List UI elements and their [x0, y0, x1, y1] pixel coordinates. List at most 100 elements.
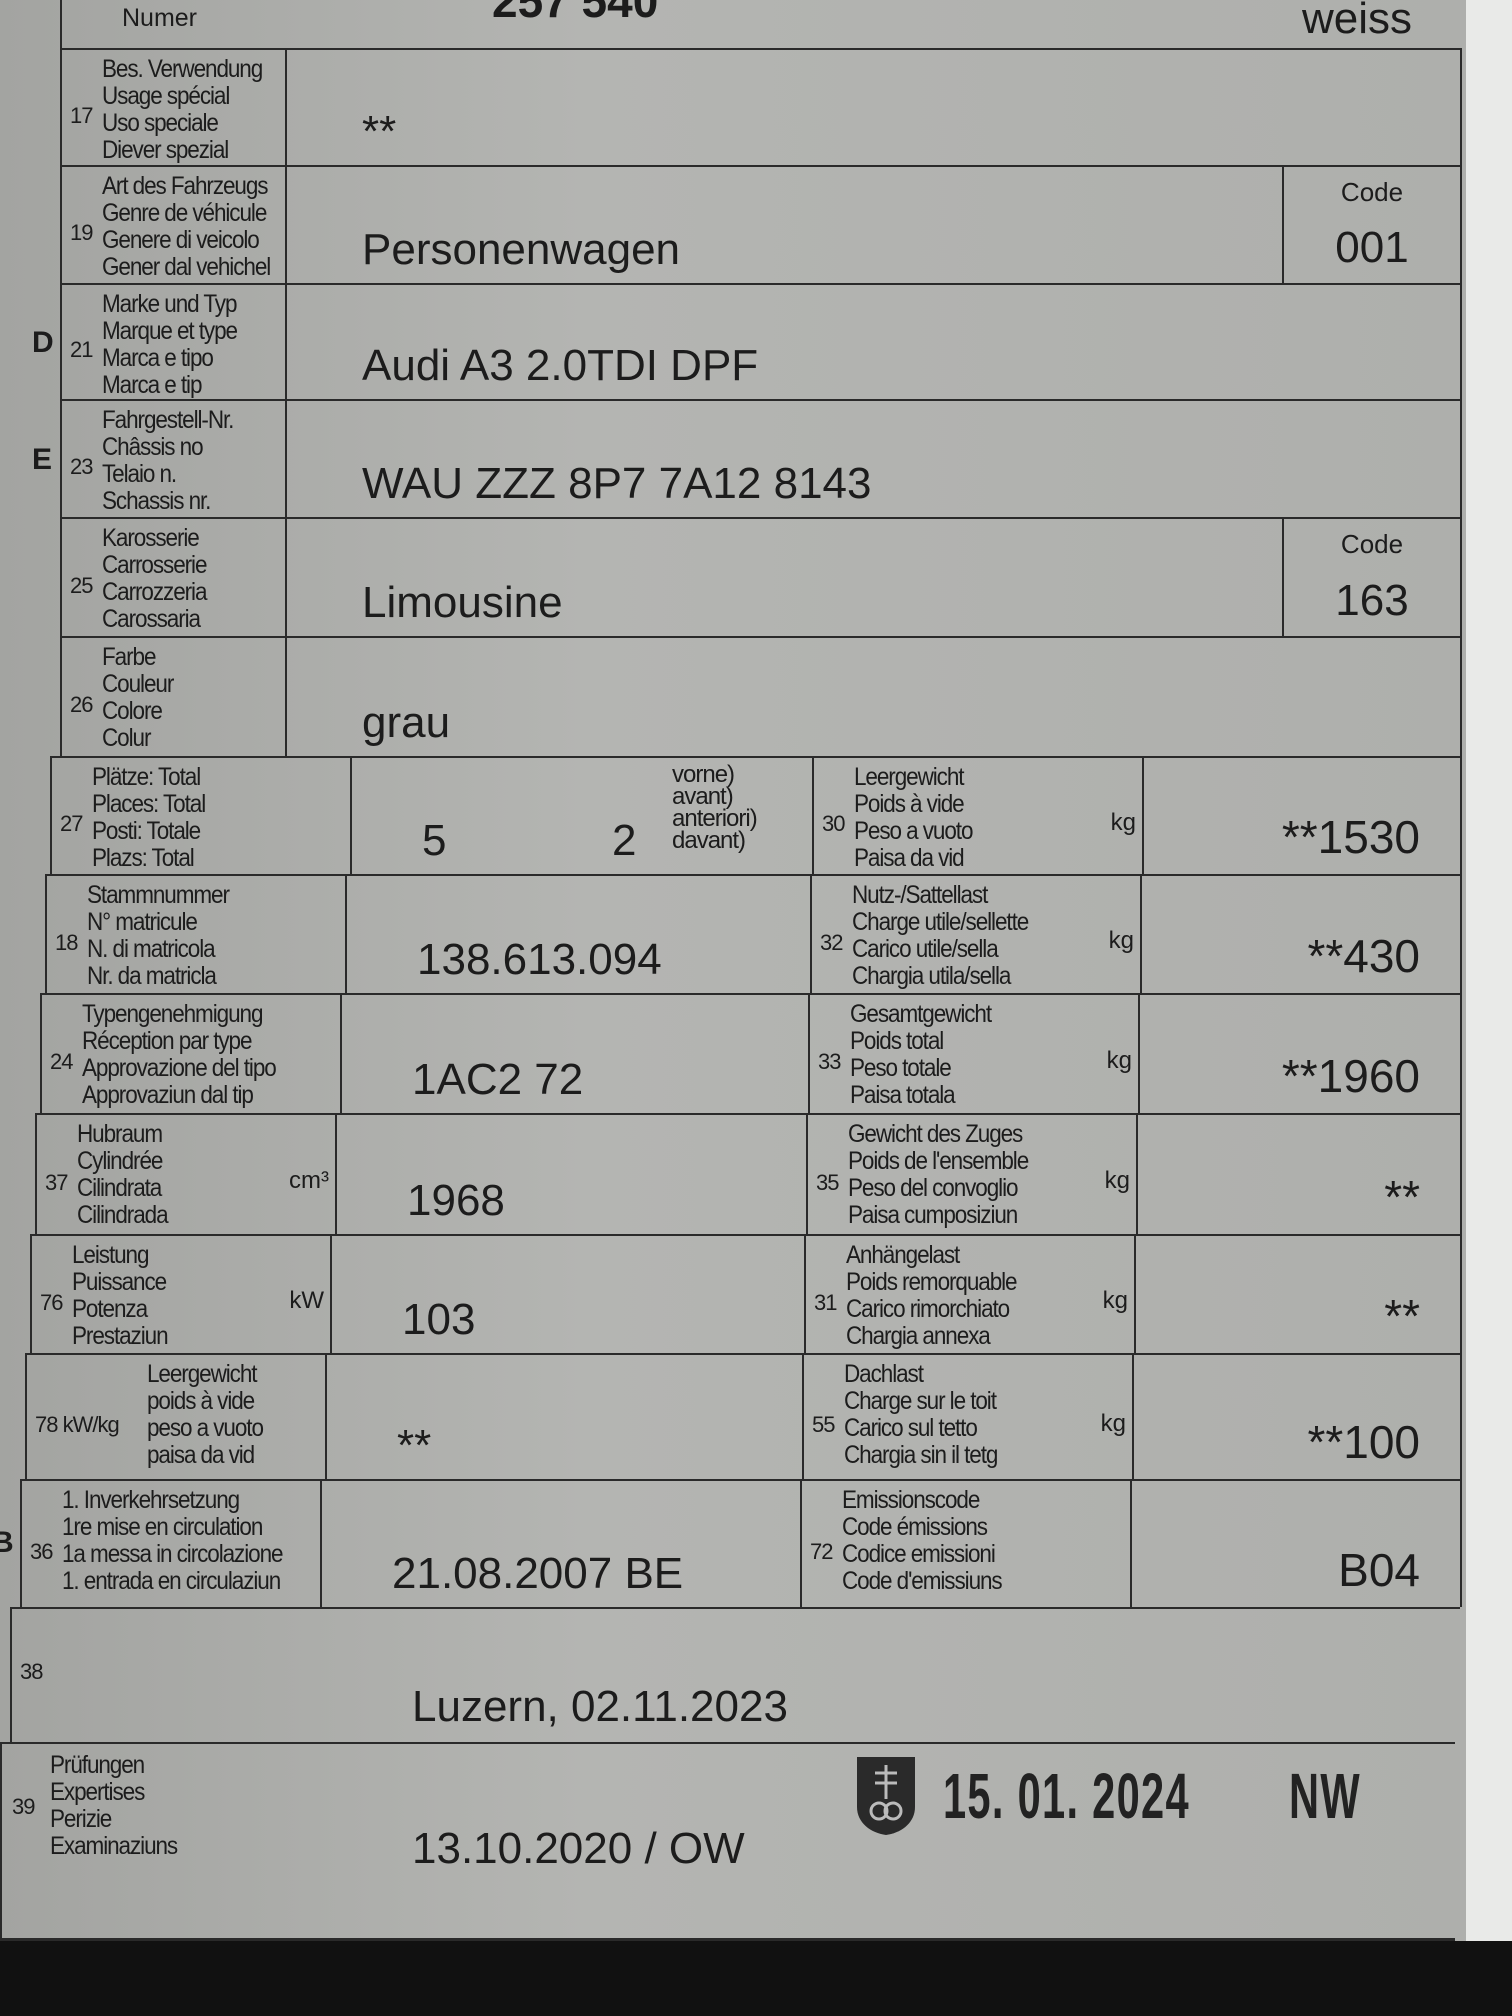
- label-line: anteriori): [672, 805, 758, 832]
- field-labels: Anhängelast Poids remorquable Carico rimor…: [846, 1241, 1018, 1350]
- field-labels: Gewicht des Zuges Poids de l'ensemble Peso…: [848, 1120, 1029, 1229]
- label-line: Code d'emissiuns: [842, 1567, 1003, 1595]
- left-field-label: 27 Plätze: Total Places: Total Posti: Total…: [52, 758, 352, 874]
- label-line: Couleur: [102, 670, 174, 698]
- field-labels: Emissionscode Code émissions Codice emissi…: [842, 1486, 1003, 1595]
- label-line: 1a messa in circolazione: [62, 1540, 284, 1568]
- label-line: poids à vide: [147, 1387, 255, 1415]
- label-line: Anhängelast: [846, 1241, 960, 1269]
- field-labels: Karosserie Carrosserie Carrozzeria Carossar…: [102, 524, 207, 633]
- label-line: Diever spezial: [102, 136, 229, 164]
- label-line: Marca e tip: [102, 371, 203, 399]
- field-number: 18: [55, 929, 79, 955]
- field-number: 76: [40, 1289, 64, 1315]
- field-labels: Plätze: Total Places: Total Posti: Totale P…: [92, 764, 206, 872]
- label-line: Typengenehmigung: [82, 1000, 263, 1028]
- label-line: 1. entrada en circulaziun: [62, 1567, 281, 1595]
- label-line: Uso speciale: [102, 109, 219, 137]
- label-line: Poids total: [850, 1027, 944, 1055]
- field-number: 35: [816, 1169, 840, 1195]
- field-number: 32: [820, 929, 844, 955]
- label-line: Stammnummer: [87, 881, 230, 909]
- left-field-value: 103: [402, 1295, 476, 1344]
- field-label: 26 Farbe Couleur Colore Colur: [62, 638, 287, 756]
- unit-label: kg: [1106, 1046, 1132, 1074]
- field-number: 55: [812, 1412, 836, 1438]
- right-field-value: **430: [1307, 930, 1420, 982]
- field-row-26: 26 Farbe Couleur Colore Colur grau: [60, 636, 1462, 756]
- label-line: Carico rimorchiato: [846, 1295, 1010, 1323]
- field-number: 27: [60, 811, 84, 837]
- label-line: Cylindrée: [77, 1147, 163, 1175]
- label-line: Expertises: [50, 1778, 145, 1806]
- issue-place-date: Luzern, 02.11.2023: [412, 1682, 788, 1731]
- label-line: Fahrgestell-Nr.: [102, 406, 234, 434]
- unit-label: kg: [1100, 1409, 1126, 1437]
- label-line: Gesamtgewicht: [850, 1000, 992, 1028]
- field-label: 19 Art des Fahrzeugs Genre de véhicule Gene…: [62, 167, 287, 283]
- field-row-38: 38 Luzern, 02.11.2023: [10, 1607, 1460, 1742]
- side-marker: B: [0, 1526, 14, 1560]
- label-line: Usage spécial: [102, 82, 230, 110]
- label-line: 1. Inverkehrsetzung: [62, 1486, 240, 1514]
- right-half: 72 Emissionscode Code émissions Codice emis…: [800, 1481, 1460, 1607]
- field-value: Limousine: [362, 578, 563, 627]
- right-field-label: 30 Leergewicht Poids à vide Peso a vuoto Pai…: [814, 758, 1144, 874]
- label-line: Leergewicht: [147, 1360, 258, 1388]
- label-line: Gewicht des Zuges: [848, 1120, 1023, 1148]
- field-labels: Fahrgestell-Nr. Châssis no Telaio n. Schass…: [102, 406, 234, 515]
- label-line: Places: Total: [92, 790, 206, 818]
- label-line: Potenza: [72, 1295, 148, 1323]
- right-half: 32 Nutz-/Sattellast Charge utile/sellette C…: [810, 876, 1460, 993]
- split-row-18: 18 Stammnummer N° matricule N. di matricola…: [45, 874, 1462, 993]
- label-line: Nutz-/Sattellast: [852, 881, 988, 909]
- label-line: Marke und Typ: [102, 290, 237, 318]
- label-line: Approvaziun dal tip: [82, 1081, 254, 1109]
- label-line: Cilindrata: [77, 1174, 162, 1202]
- label-line: Karosserie: [102, 524, 200, 552]
- field-number: 78 kW/kg: [35, 1412, 120, 1438]
- field-value: WAU ZZZ 8P7 7A12 8143: [362, 459, 872, 508]
- label-line: Marque et type: [102, 317, 238, 345]
- field-number: 38: [20, 1659, 44, 1684]
- unit-label: kg: [1108, 927, 1134, 955]
- label-line: peso a vuoto: [147, 1414, 264, 1442]
- plate-number: 257 540: [492, 0, 659, 27]
- unit-label: cm³: [289, 1167, 329, 1195]
- code-label: Code: [1340, 529, 1404, 559]
- label-line: Charge sur le toit: [844, 1387, 997, 1415]
- left-field-label: 24 Typengenehmigung Réception par type Appr…: [42, 995, 342, 1113]
- label-line: Leergewicht: [854, 763, 965, 791]
- label-line: Genre de véhicule: [102, 199, 267, 227]
- side-marker: D: [32, 326, 54, 360]
- split-row-27: 27 Plätze: Total Places: Total Posti: Total…: [50, 756, 1462, 874]
- plate-row: Numer 257 540 weiss: [60, 0, 1462, 48]
- label-line: Telaio n.: [102, 460, 177, 488]
- label-line: Farbe: [102, 643, 156, 671]
- code-box: Code 163: [1282, 519, 1460, 636]
- field-number: 21: [70, 337, 94, 363]
- label-line: Poids de l'ensemble: [848, 1147, 1029, 1175]
- label-line: Châssis no: [102, 433, 204, 461]
- label-line: Paisa totala: [850, 1081, 956, 1109]
- right-field-label: 33 Gesamtgewicht Poids total Peso totale Pai…: [810, 995, 1140, 1113]
- field-number: 25: [70, 572, 94, 598]
- field-row-39: 39 Prüfungen Expertises Perizie Examinaziuns…: [0, 1742, 1455, 1941]
- right-field-label: 31 Anhängelast Poids remorquable Carico rim…: [806, 1236, 1136, 1353]
- label-line: Emissionscode: [842, 1486, 980, 1514]
- field-row-25: 25 Karosserie Carrosserie Carrozzeria Caross…: [60, 517, 1462, 636]
- label-line: N. di matricola: [87, 935, 216, 963]
- field-labels: Stammnummer N° matricule N. di matricola Nr…: [87, 881, 230, 990]
- label-line: Peso a vuoto: [854, 817, 973, 845]
- field-labels: Farbe Couleur Colore Colur: [102, 643, 174, 752]
- split-row-37: 37 Hubraum Cylindrée Cilindrata Cilindrada cm…: [35, 1113, 1462, 1234]
- label-line: davant): [672, 827, 746, 854]
- label-line: Cilindrada: [77, 1201, 169, 1229]
- right-half: 31 Anhängelast Poids remorquable Carico rim…: [804, 1236, 1460, 1353]
- plate-label: Numer: [122, 4, 198, 32]
- field-number: 33: [818, 1049, 842, 1075]
- label-line: Prestaziun: [72, 1322, 169, 1350]
- label-line: Carrosserie: [102, 551, 207, 579]
- registration-document: [0, 0, 1466, 1941]
- front-seats-value: 2: [612, 816, 637, 865]
